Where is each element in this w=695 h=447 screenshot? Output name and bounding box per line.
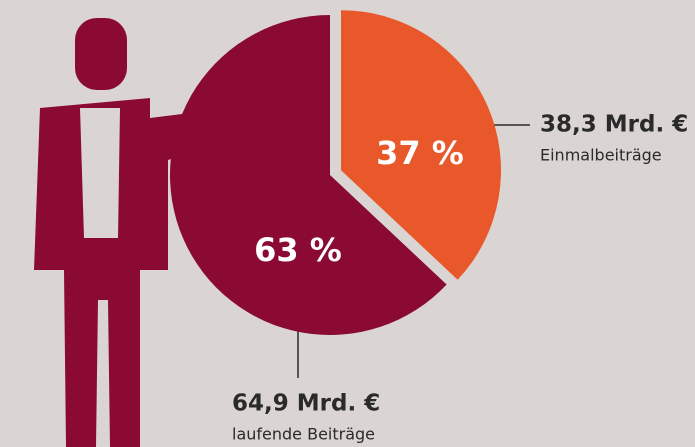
value-label: 37 % <box>376 134 464 172</box>
shirt <box>80 108 120 238</box>
amount-label: 38,3 Mrd. € <box>540 112 688 138</box>
value-label: 63 % <box>254 231 342 269</box>
chart: 38,3 Mrd. € Einmalbeiträge 64,9 Mrd. € l… <box>0 0 695 447</box>
amount-label: 64,9 Mrd. € <box>232 391 380 417</box>
category-label: laufende Beiträge <box>232 425 375 444</box>
category-label: Einmalbeiträge <box>540 146 662 165</box>
